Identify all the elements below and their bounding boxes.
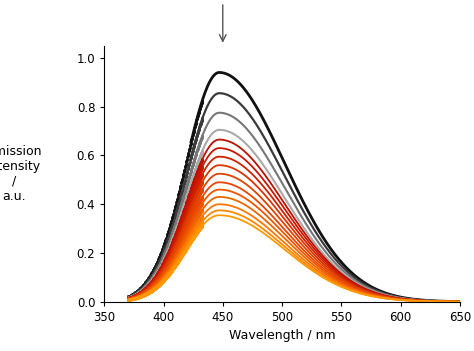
Y-axis label: Emission
intensity
/
a.u.: Emission intensity / a.u. — [0, 145, 42, 203]
X-axis label: Wavelength / nm: Wavelength / nm — [229, 330, 335, 343]
